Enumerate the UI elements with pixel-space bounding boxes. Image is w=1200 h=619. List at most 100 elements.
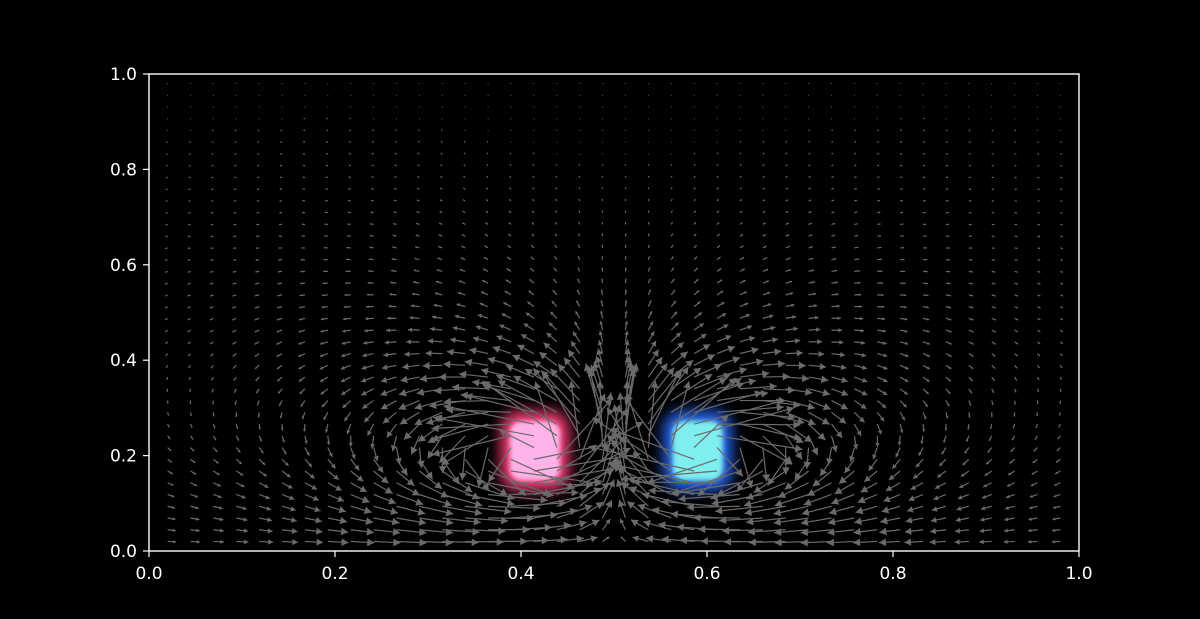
- quiver-arrow: [854, 152, 857, 155]
- quiver-arrow: [1014, 212, 1018, 214]
- quiver-arrow: [442, 505, 483, 517]
- quiver-arrow: [808, 339, 823, 345]
- quiver-arrow: [257, 153, 260, 155]
- quiver-arrow: [1052, 505, 1061, 509]
- quiver-arrow: [716, 141, 718, 143]
- quiver-arrow: [854, 388, 868, 396]
- quiver-arrow: [438, 234, 443, 237]
- quiver-arrow: [808, 363, 827, 370]
- quiver-arrow: [1037, 153, 1040, 155]
- quiver-arrow: [1056, 447, 1061, 452]
- quiver-arrow: [1030, 482, 1038, 487]
- quiver-arrow: [575, 310, 581, 319]
- quiver-arrow: [572, 331, 581, 343]
- quiver-arrow: [877, 223, 881, 226]
- quiver-arrow: [991, 364, 996, 369]
- quiver-arrow: [923, 270, 928, 273]
- quiver-arrow: [899, 364, 909, 370]
- quiver-arrow: [831, 164, 834, 167]
- quiver-arrow: [304, 516, 322, 524]
- quiver-arrow: [831, 423, 843, 439]
- quiver-arrow: [477, 314, 489, 319]
- quiver-arrow: [746, 517, 786, 526]
- quiver-arrow: [853, 411, 865, 423]
- quiver-arrow: [277, 270, 283, 273]
- quiver-arrow: [487, 94, 489, 96]
- quiver-arrow: [255, 376, 260, 382]
- quiver-arrow: [484, 245, 489, 249]
- quiver-arrow: [257, 412, 260, 418]
- quiver-arrow: [831, 258, 837, 261]
- quiver-arrow: [529, 278, 535, 284]
- quiver-arrow: [968, 106, 970, 108]
- quiver-arrow: [945, 176, 949, 179]
- quiver-arrow: [517, 344, 535, 355]
- quiver-arrow: [281, 458, 289, 467]
- quiver-arrow: [979, 539, 992, 545]
- quiver-arrow: [739, 175, 742, 178]
- quiver-arrow: [394, 164, 397, 167]
- quiver-arrow: [212, 106, 214, 108]
- quiver-arrow: [1014, 317, 1019, 321]
- quiver-arrow: [209, 306, 214, 309]
- quiver-arrow: [991, 400, 994, 406]
- quiver-arrow: [945, 106, 947, 108]
- quiver-arrow: [298, 341, 306, 345]
- quiver-arrow: [1029, 493, 1038, 498]
- quiver-arrow: [1037, 317, 1041, 321]
- quiver-arrow: [441, 82, 443, 85]
- quiver-arrow: [647, 368, 683, 413]
- quiver-arrow: [189, 129, 192, 132]
- quiver-arrow: [968, 306, 974, 309]
- quiver-arrow: [739, 325, 753, 331]
- quiver-arrow: [164, 282, 168, 285]
- quiver-arrow: [808, 257, 814, 261]
- quiver-arrow: [602, 82, 604, 85]
- quiver-arrow: [1037, 141, 1040, 143]
- quiver-arrow: [325, 199, 328, 202]
- quiver-arrow: [1035, 423, 1039, 429]
- quiver-arrow: [236, 493, 246, 499]
- quiver-arrow: [739, 152, 742, 155]
- quiver-arrow: [647, 210, 650, 213]
- quiver-arrow: [624, 118, 626, 120]
- quiver-arrow: [854, 258, 860, 261]
- quiver-arrow: [719, 516, 763, 525]
- quiver-arrow: [1014, 200, 1017, 202]
- quiver-arrow: [906, 505, 924, 513]
- quiver-arrow: [520, 333, 535, 343]
- quiver-arrow: [1059, 129, 1061, 132]
- quiver-arrow: [647, 278, 651, 284]
- quiver-arrow: [693, 210, 697, 214]
- quiver-arrow: [1007, 470, 1015, 476]
- quiver-arrow: [899, 423, 904, 434]
- quiver-arrow: [922, 364, 931, 370]
- quiver-arrow: [487, 82, 489, 85]
- quiver-arrow: [396, 538, 427, 547]
- quiver-arrow: [1036, 106, 1039, 108]
- quiver-arrow: [279, 211, 283, 214]
- quiver-arrow: [938, 458, 947, 467]
- quiver-arrow: [624, 94, 626, 96]
- quiver-arrow: [1060, 282, 1064, 285]
- quiver-arrow: [624, 82, 626, 85]
- quiver-arrow: [647, 82, 649, 85]
- quiver-arrow: [258, 106, 260, 108]
- quiver-arrow: [370, 435, 376, 449]
- quiver-arrow: [831, 328, 843, 333]
- quiver-arrow: [415, 234, 420, 237]
- quiver-arrow: [190, 447, 195, 452]
- quiver-arrow: [454, 314, 466, 319]
- quiver-arrow: [276, 329, 283, 333]
- quiver-arrow: [371, 129, 374, 132]
- quiver-arrow: [1037, 294, 1041, 297]
- quiver-arrow: [373, 493, 397, 505]
- quiver-arrow: [670, 106, 672, 108]
- quiver-arrow: [647, 256, 651, 260]
- quiver-arrow: [838, 470, 855, 485]
- quiver-arrow: [693, 129, 695, 132]
- quiver-arrow: [922, 353, 931, 358]
- quiver-arrow: [808, 118, 810, 120]
- quiver-arrow: [922, 188, 926, 190]
- quiver-arrow: [808, 94, 810, 96]
